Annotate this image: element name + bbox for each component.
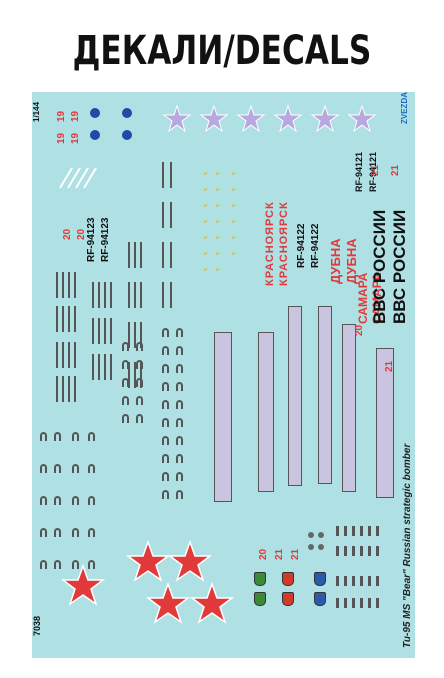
roundel-icon [90, 108, 100, 118]
crest-icon [314, 572, 326, 586]
panel-decal [318, 306, 332, 484]
red-star-single [60, 563, 106, 606]
tail-number: 20 [62, 228, 73, 240]
panel-decal [214, 332, 232, 502]
crest-icon [254, 572, 266, 586]
roundel-icon [122, 108, 132, 118]
kit-number: 7038 [32, 615, 42, 636]
tail-number: 21 [390, 164, 401, 176]
scale-label: 1/144 [32, 101, 41, 122]
city-name: КРАСНОЯРСК [264, 201, 276, 286]
registration-text: RF-94122 [296, 223, 307, 268]
star-outline-row [162, 104, 377, 133]
city-name: САМАРА [356, 272, 370, 324]
tail-number: 21 [274, 548, 285, 560]
registration-text: RF-94123 [100, 217, 111, 262]
dash-marks [336, 526, 379, 608]
registration-text: RF-94123 [86, 217, 97, 262]
air-force-text: ВВС РОССИИ [370, 209, 389, 324]
tail-number: 21 [290, 548, 301, 560]
crest-icon [282, 592, 294, 606]
air-force-text: ВВС РОССИИ [390, 209, 409, 324]
roundel-icon [90, 130, 100, 140]
panel-decal [376, 348, 394, 498]
tail-number: 21 [384, 360, 395, 372]
city-name: КРАСНОЯРСК [278, 201, 290, 286]
registration-text: RF-94122 [310, 223, 321, 268]
panel-decal [258, 332, 274, 492]
red-star-group [125, 539, 235, 624]
tail-number: 20 [76, 228, 87, 240]
panel-decal [288, 306, 302, 486]
panel-decal [342, 324, 356, 492]
tail-number: 19 [56, 132, 67, 144]
tail-number: 20 [354, 324, 365, 336]
registration-text: RF-94121 [354, 151, 364, 192]
stripe-decal [59, 167, 97, 189]
tail-number: 21 [370, 164, 381, 176]
tail-number: 19 [70, 132, 81, 144]
tail-number: 20 [258, 548, 269, 560]
crest-icon [254, 592, 266, 606]
crest-icon [314, 592, 326, 606]
decal-sheet: 1/144 ZVEZDA 19 19 19 19 RF-94123 RF-941… [32, 92, 415, 658]
roundel-icon [122, 130, 132, 140]
tail-number: 19 [56, 110, 67, 122]
page-title: ДЕКАЛИ/DECALS [72, 28, 372, 74]
kit-name: Tu-95 MS "Bear" Russian strategic bomber [402, 443, 413, 648]
tail-number: 19 [70, 110, 81, 122]
city-name: ДУБНА [328, 238, 343, 284]
crest-icon [282, 572, 294, 586]
